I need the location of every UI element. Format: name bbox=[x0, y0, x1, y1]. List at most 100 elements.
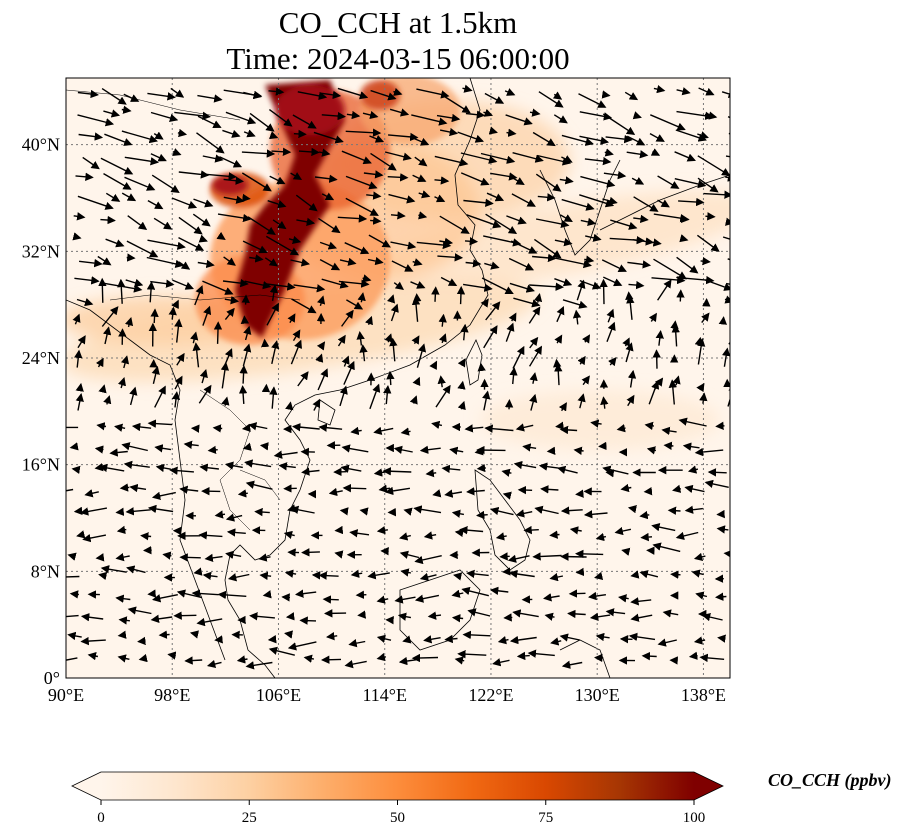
wind-arrow bbox=[206, 659, 222, 669]
wind-arrow bbox=[439, 237, 454, 246]
wind-arrow bbox=[223, 176, 244, 185]
wind-arrow bbox=[553, 358, 562, 369]
wind-arrow bbox=[632, 111, 642, 120]
wind-arrow bbox=[318, 217, 341, 234]
wind-arrow bbox=[676, 110, 714, 120]
wind-arrow bbox=[649, 132, 665, 142]
wind-arrow bbox=[119, 483, 130, 492]
wind-arrow bbox=[219, 156, 243, 168]
wind-arrow bbox=[367, 571, 390, 580]
wind-arrow bbox=[639, 510, 650, 520]
wind-arrow bbox=[567, 609, 586, 619]
wind-arrow bbox=[652, 238, 662, 247]
wind-arrow bbox=[512, 177, 525, 186]
wind-arrow bbox=[569, 526, 582, 535]
colorbar-gradient bbox=[101, 772, 694, 800]
wind-arrow bbox=[517, 485, 533, 495]
wind-arrow bbox=[466, 214, 502, 229]
wind-arrow bbox=[451, 509, 465, 518]
wind-arrow bbox=[633, 196, 659, 212]
wind-arrow bbox=[74, 276, 100, 285]
wind-arrow bbox=[529, 282, 564, 291]
wind-arrow bbox=[562, 299, 588, 309]
wind-arrow bbox=[549, 572, 564, 582]
wind-arrow bbox=[722, 236, 730, 240]
wind-arrow bbox=[497, 636, 509, 645]
wind-arrow bbox=[414, 594, 440, 603]
wind-arrow bbox=[559, 214, 573, 222]
wind-arrow bbox=[641, 651, 657, 661]
wind-arrow bbox=[66, 614, 79, 618]
wind-arrow bbox=[343, 360, 355, 385]
wind-arrow bbox=[321, 111, 346, 121]
wind-arrow bbox=[674, 178, 707, 189]
wind-arrow bbox=[614, 526, 632, 536]
wind-arrow bbox=[507, 554, 530, 563]
wind-arrow bbox=[77, 335, 86, 349]
wind-arrow bbox=[249, 612, 275, 621]
wind-arrow bbox=[341, 309, 354, 327]
wind-arrow bbox=[476, 463, 486, 473]
wind-arrow bbox=[477, 362, 486, 372]
wind-arrow bbox=[670, 320, 679, 330]
wind-arrow bbox=[400, 568, 412, 577]
wind-arrow bbox=[265, 235, 300, 256]
wind-arrow bbox=[390, 211, 406, 220]
wind-arrow bbox=[313, 131, 344, 144]
wind-arrow bbox=[293, 129, 307, 139]
wind-arrow bbox=[628, 280, 645, 290]
wind-arrow bbox=[101, 88, 127, 105]
wind-arrow bbox=[121, 130, 158, 144]
wind-arrow bbox=[490, 172, 518, 181]
wind-arrow bbox=[559, 425, 578, 435]
wind-arrow bbox=[508, 312, 517, 322]
wind-arrow bbox=[413, 293, 422, 304]
wind-arrow bbox=[114, 423, 126, 432]
wind-arrow bbox=[704, 111, 718, 120]
wind-arrow bbox=[292, 422, 320, 432]
wind-arrow bbox=[287, 641, 317, 651]
wind-arrow bbox=[204, 553, 223, 563]
wind-arrow bbox=[480, 152, 516, 164]
wind-arrow bbox=[293, 284, 326, 293]
wind-arrow bbox=[707, 468, 727, 477]
wind-arrow bbox=[152, 594, 178, 603]
wind-arrow bbox=[178, 216, 203, 235]
wind-arrow bbox=[694, 336, 703, 347]
wind-arrow bbox=[382, 467, 412, 476]
wind-arrow bbox=[104, 133, 133, 146]
wind-arrow bbox=[725, 282, 730, 285]
wind-arrow bbox=[194, 285, 204, 306]
wind-arrow bbox=[125, 507, 151, 516]
wind-arrow bbox=[640, 532, 653, 542]
wind-arrow bbox=[696, 234, 720, 252]
wind-arrow bbox=[400, 427, 411, 436]
wind-arrow bbox=[583, 510, 608, 519]
wind-arrow bbox=[528, 345, 543, 367]
wind-arrow bbox=[457, 649, 487, 659]
wind-arrow bbox=[423, 635, 441, 644]
wind-arrow bbox=[538, 91, 564, 108]
wind-arrow bbox=[269, 175, 286, 185]
wind-arrow bbox=[701, 312, 710, 324]
wind-arrow bbox=[715, 421, 725, 431]
wind-arrow bbox=[555, 421, 564, 430]
wind-arrow bbox=[100, 565, 127, 574]
wind-arrow bbox=[627, 369, 637, 388]
lat-tick-label: 0° bbox=[44, 668, 60, 688]
wind-arrow bbox=[427, 611, 442, 620]
wind-arrow bbox=[127, 215, 148, 231]
wind-arrow bbox=[464, 237, 479, 246]
wind-arrow bbox=[296, 217, 316, 226]
wind-arrow bbox=[580, 217, 597, 227]
wind-arrow bbox=[158, 630, 170, 639]
wind-arrow bbox=[76, 530, 86, 539]
wind-arrow bbox=[179, 485, 199, 494]
wind-arrow bbox=[529, 336, 539, 349]
wind-arrow bbox=[172, 279, 194, 290]
wind-arrow bbox=[151, 174, 180, 193]
colorbar-tick-label: 25 bbox=[242, 810, 257, 826]
wind-arrow bbox=[272, 219, 287, 230]
lon-tick-label: 122°E bbox=[468, 685, 513, 705]
wind-arrow bbox=[174, 375, 183, 390]
